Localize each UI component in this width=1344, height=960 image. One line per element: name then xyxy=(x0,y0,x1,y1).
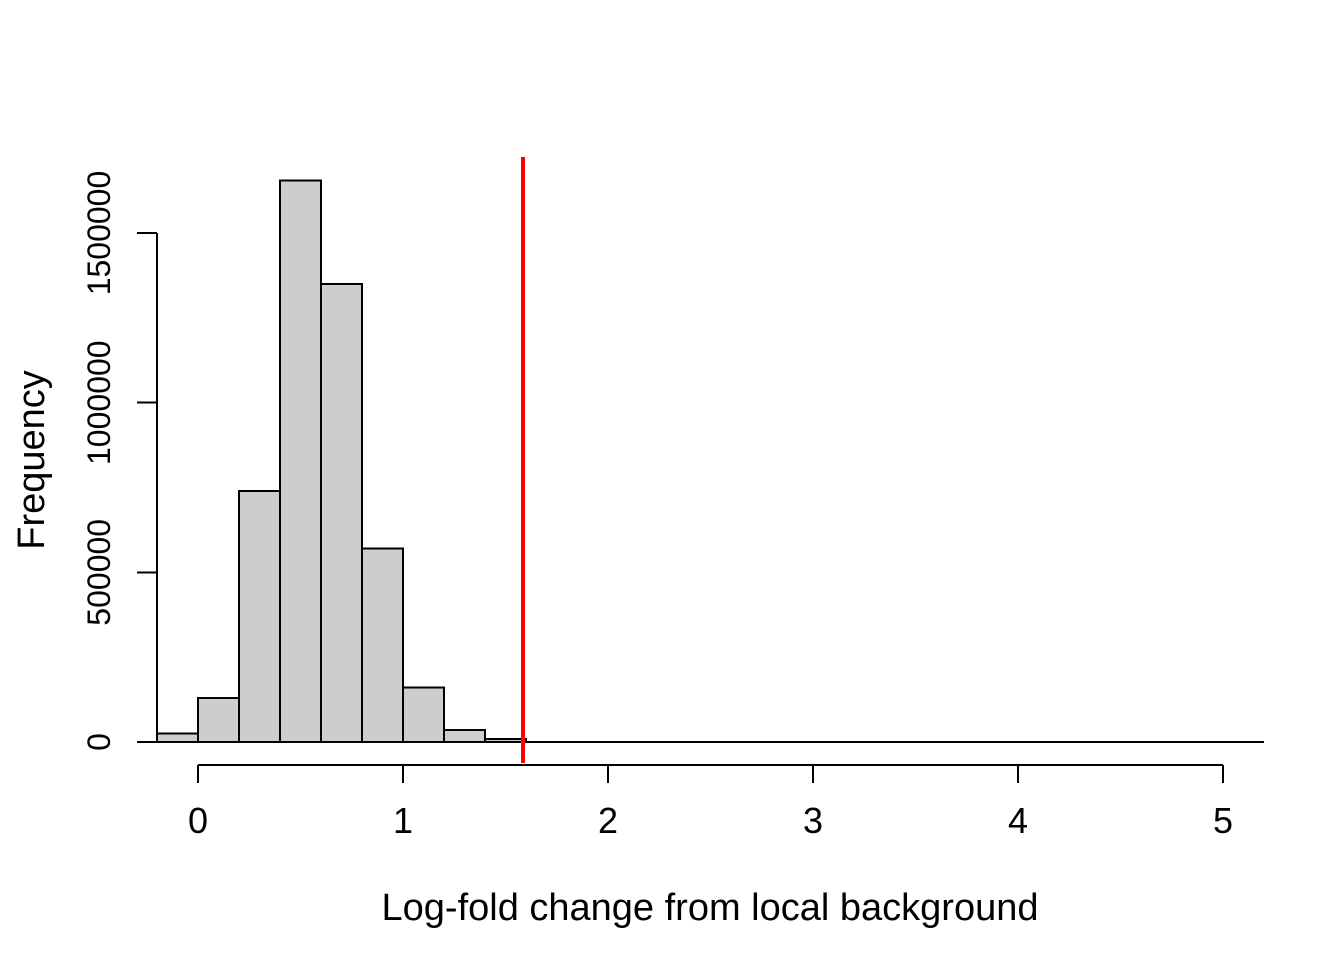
histogram-bar xyxy=(361,547,404,743)
histogram-bar xyxy=(279,179,322,743)
x-axis: 0 1 2 3 4 5 xyxy=(188,764,1233,841)
y-axis-title: Frequency xyxy=(11,370,53,550)
x-tick-label: 0 xyxy=(188,800,208,841)
y-tick-label: 1500000 xyxy=(81,171,117,296)
y-axis: 0 500000 1000000 1500000 xyxy=(81,171,158,751)
y-tick-label: 500000 xyxy=(81,519,117,626)
x-tick-label: 2 xyxy=(598,800,618,841)
histogram-bar xyxy=(238,489,281,743)
histogram-bar xyxy=(156,732,199,743)
histogram-bar xyxy=(402,686,445,744)
y-tick-label: 1000000 xyxy=(81,340,117,465)
x-tick-label: 1 xyxy=(393,800,413,841)
histogram-bar xyxy=(197,696,240,744)
x-tick-label: 5 xyxy=(1213,800,1233,841)
x-tick-label: 3 xyxy=(803,800,823,841)
histogram-bar xyxy=(443,729,486,743)
x-tick-label: 4 xyxy=(1008,800,1028,841)
histogram-bar xyxy=(320,282,363,743)
y-tick-label: 0 xyxy=(81,733,117,751)
x-axis-title: Log-fold change from local background xyxy=(382,887,1039,929)
bars-layer xyxy=(156,179,527,744)
